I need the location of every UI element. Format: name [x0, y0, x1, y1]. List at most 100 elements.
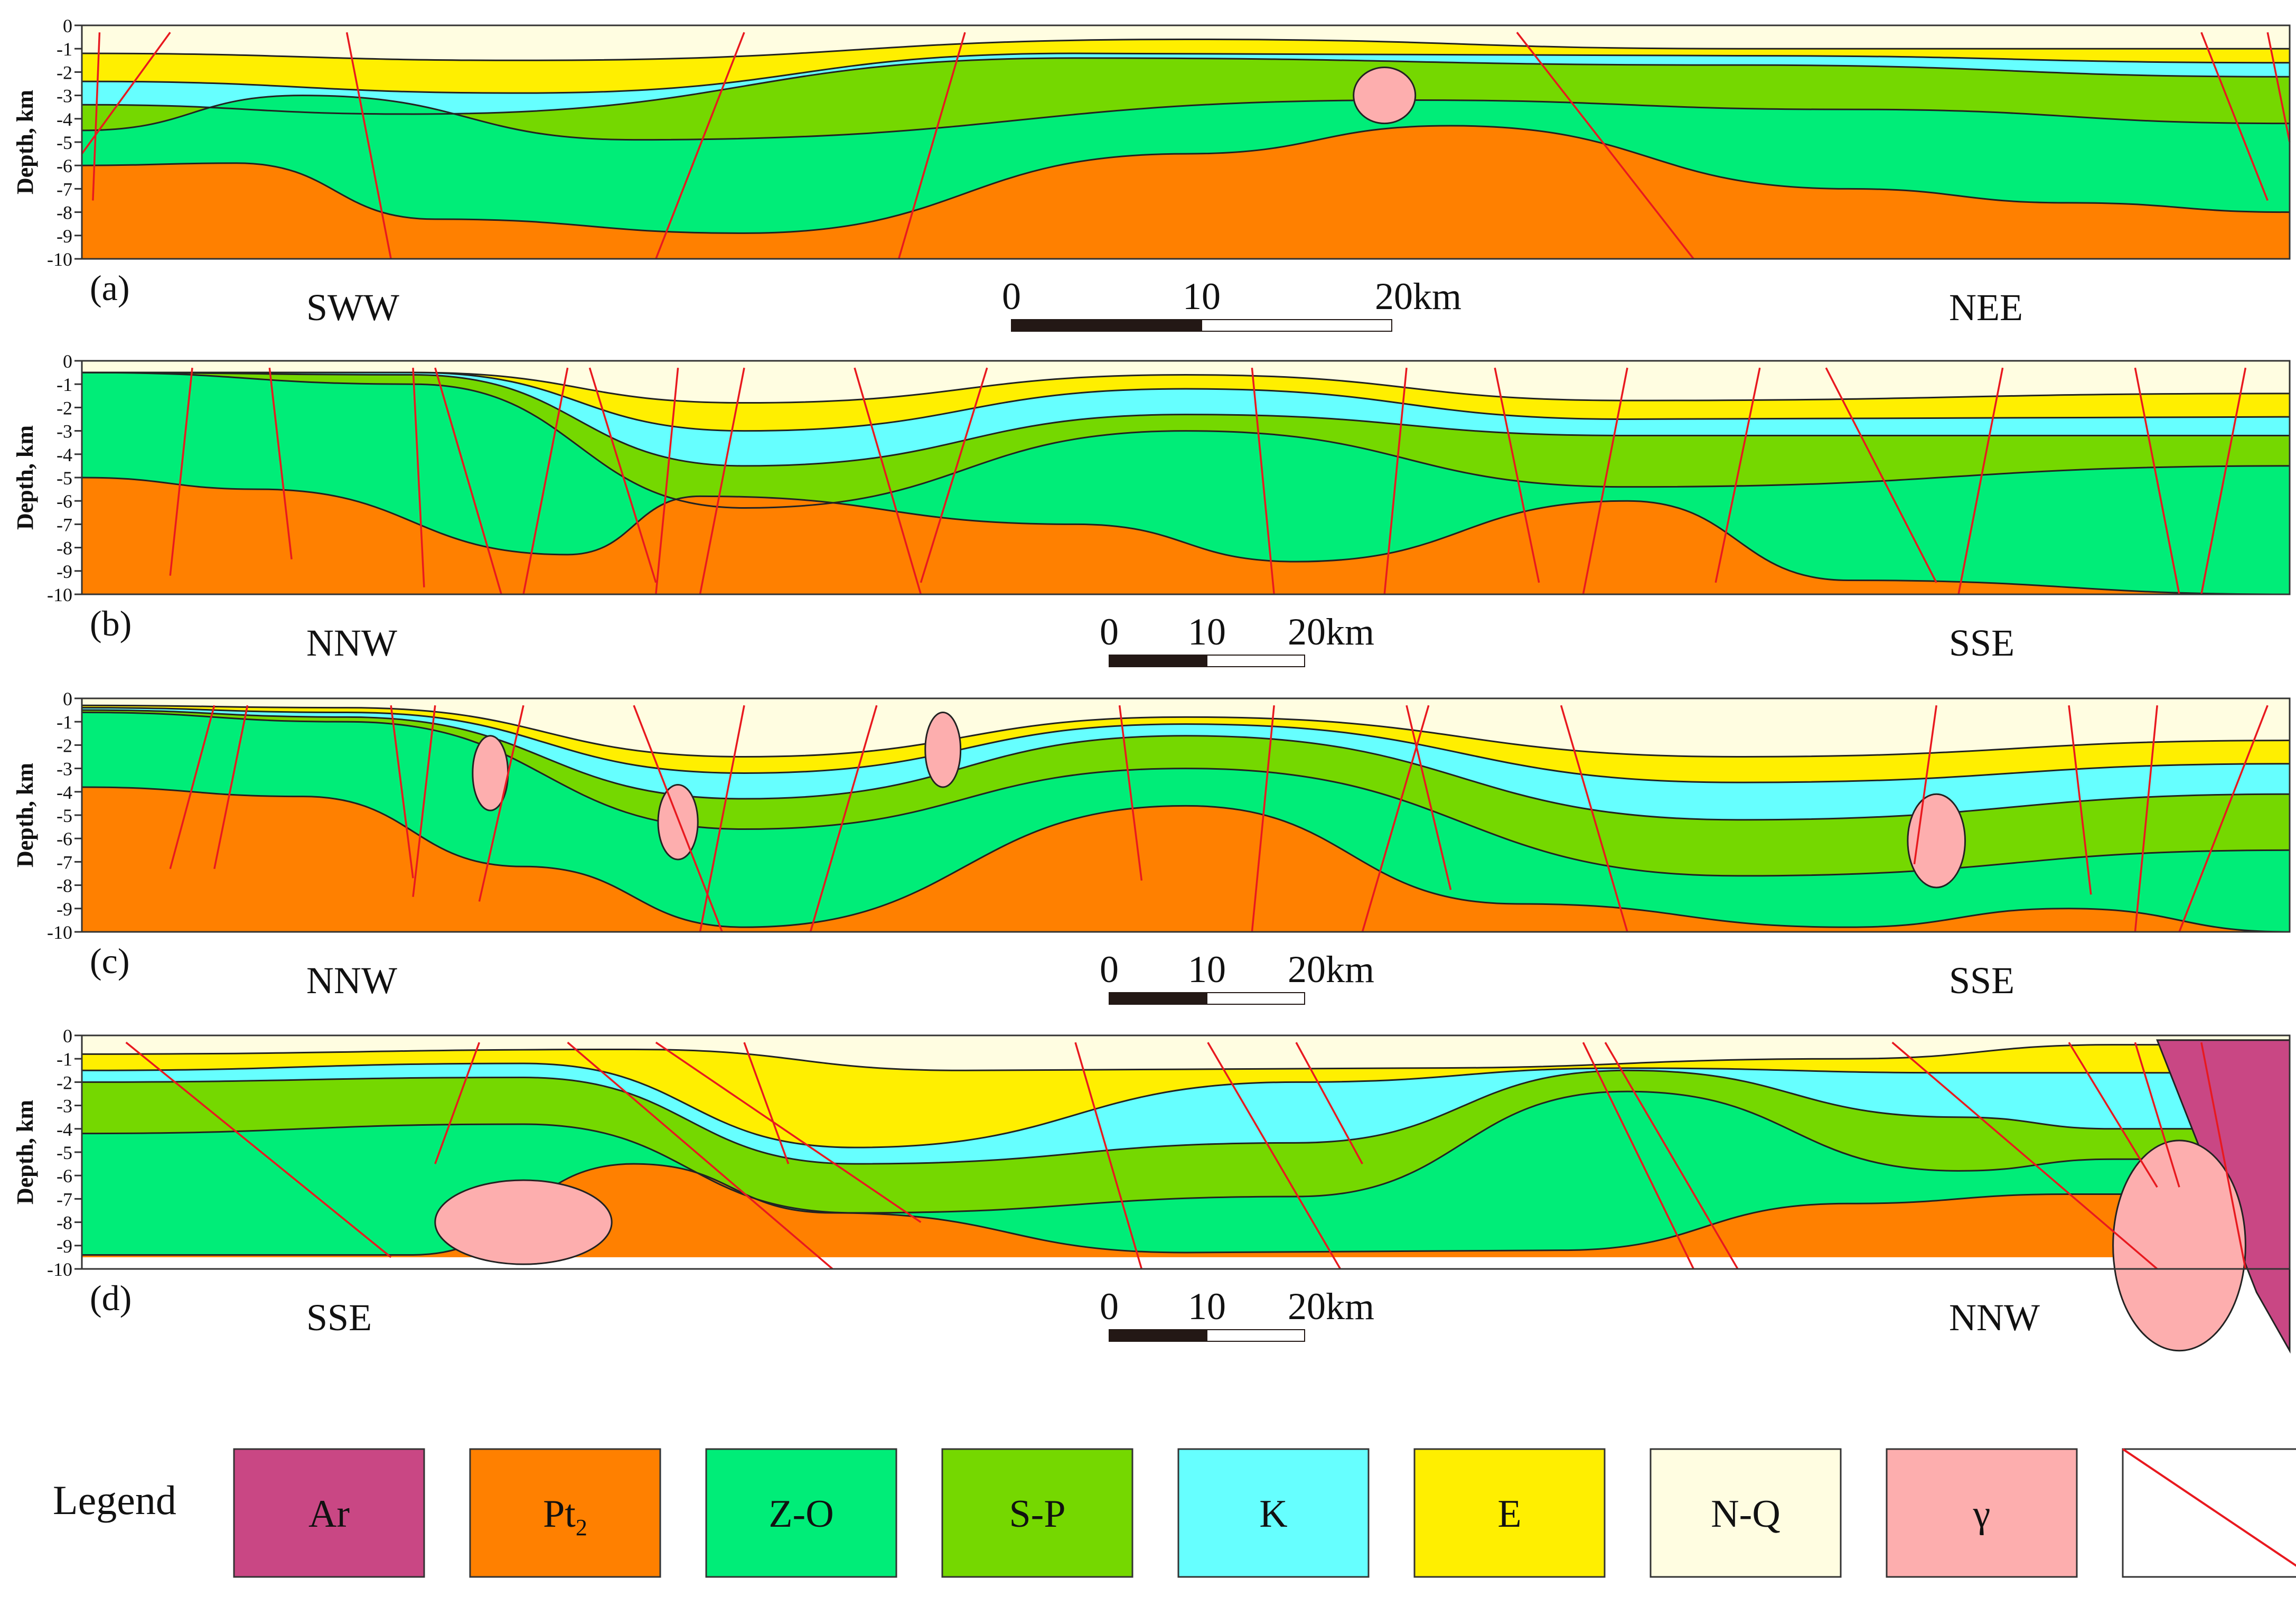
- legend-item-ar: Ar: [233, 1448, 425, 1578]
- layer-boundary: [81, 39, 2290, 61]
- fault-line: [743, 1042, 790, 1164]
- y-tick-label: -4: [57, 109, 72, 130]
- fault-line: [1891, 1041, 2158, 1270]
- y-tick-label: -5: [57, 468, 72, 489]
- y-tick-label: -3: [57, 759, 72, 780]
- fault-line: [434, 1042, 481, 1164]
- layer-boundary: [81, 709, 2290, 821]
- scale-label: 10: [1183, 275, 1221, 317]
- fault-line: [169, 368, 193, 576]
- fault-line: [2200, 32, 2269, 201]
- layer-k: [82, 53, 2290, 114]
- layer-n-q: [82, 25, 2290, 61]
- scale-bar-dark: [1109, 655, 1207, 667]
- y-tick-label: -8: [57, 538, 72, 559]
- legend-swatch: [1650, 1448, 1842, 1578]
- fault-line: [2178, 705, 2269, 932]
- y-tick-label: -2: [57, 1072, 72, 1093]
- legend-subscript: 2: [576, 1515, 587, 1540]
- fault-line: [2134, 1042, 2180, 1188]
- y-tick-label: -8: [57, 202, 72, 223]
- fault-line: [1714, 367, 1761, 583]
- y-tick-label: -8: [57, 1212, 72, 1234]
- fault-line: [2134, 367, 2180, 595]
- granite-intrusion: [2112, 1139, 2246, 1352]
- fault-line: [588, 367, 657, 583]
- legend-label: Z-O: [769, 1492, 833, 1536]
- fault-line: [897, 32, 966, 259]
- scale-label: 20km: [1375, 275, 1461, 317]
- scale-bar-dark: [1109, 992, 1207, 1005]
- layer-s-p: [82, 710, 2290, 876]
- fault-line: [434, 367, 502, 595]
- y-tick-label: -10: [47, 584, 72, 605]
- legend-label: γ: [1973, 1492, 1991, 1536]
- y-tick-label: -5: [57, 132, 72, 153]
- layer-z-o: [82, 95, 2290, 233]
- scale-label: 20km: [1288, 611, 1374, 653]
- panel-label: (c): [90, 941, 129, 981]
- y-axis-label: Depth, km: [12, 425, 38, 530]
- scale-bar-light: [1206, 655, 1305, 667]
- y-tick-label: -4: [57, 444, 72, 465]
- legend: Legend Ar Pt2 Z-O S-P K E N-Q γ: [53, 1448, 2296, 1578]
- direction-right: NEE: [1949, 286, 2023, 329]
- scale-label: 10: [1188, 948, 1226, 991]
- layer-boundary: [81, 712, 2290, 877]
- granite-intrusion: [1907, 793, 1966, 889]
- y-tick-label: 0: [63, 15, 72, 36]
- fault-line: [412, 705, 436, 897]
- fault-line: [2200, 1042, 2247, 1269]
- fault-line: [412, 368, 425, 587]
- fault-line: [1582, 1042, 1694, 1269]
- y-tick-label: -2: [57, 397, 72, 418]
- y-tick-label: -2: [57, 62, 72, 83]
- layer-boundary: [81, 707, 2290, 783]
- legend-swatch: [1413, 1448, 1606, 1578]
- panel-label: (a): [90, 268, 129, 308]
- fault-line: [920, 367, 988, 583]
- fault-symbol: [2122, 1448, 2296, 1567]
- legend-swatch: [1177, 1448, 1370, 1578]
- fault-line: [478, 705, 524, 902]
- fault-line: [1913, 705, 1937, 865]
- granite-intrusion: [657, 784, 699, 861]
- legend-swatch: [1886, 1448, 2078, 1578]
- layer-z-o: [82, 1091, 2290, 1255]
- y-tick-label: -7: [57, 1189, 72, 1210]
- y-tick-label: -1: [57, 1049, 72, 1070]
- y-tick-label: -9: [57, 1236, 72, 1257]
- fault-line: [809, 705, 878, 932]
- layer-boundary: [81, 1044, 2290, 1071]
- y-tick-label: -5: [57, 1142, 72, 1163]
- layer-pt2: [82, 126, 2290, 259]
- legend-label: K: [1259, 1492, 1287, 1536]
- legend-label: S-P: [1009, 1492, 1066, 1536]
- direction-right: SSE: [1949, 622, 2014, 664]
- y-tick-label: -3: [57, 86, 72, 107]
- fault-line: [655, 32, 745, 259]
- fault-line: [854, 367, 922, 595]
- direction-left: NNW: [306, 959, 397, 1002]
- layer-boundary: [81, 1069, 2290, 1165]
- legend-swatch: [2122, 1448, 2296, 1578]
- fault-line: [699, 705, 745, 932]
- layer-s-p: [82, 1070, 2290, 1213]
- layer-e: [82, 1044, 2290, 1148]
- y-tick-label: -3: [57, 421, 72, 442]
- y-tick-label: -1: [57, 39, 72, 60]
- layer-n-q: [82, 698, 2290, 757]
- y-tick-label: -10: [47, 249, 72, 270]
- layer-s-p: [82, 58, 2290, 140]
- layer-boundary: [81, 52, 2290, 94]
- legend-item-s-p: S-P: [941, 1448, 1133, 1578]
- fault-line: [2068, 1042, 2158, 1188]
- y-tick-label: -5: [57, 805, 72, 826]
- layer-e: [82, 372, 2290, 431]
- fault-line: [125, 1041, 392, 1258]
- fault-line: [169, 705, 215, 870]
- fault-line: [1251, 368, 1275, 595]
- legend-item-gamma: γ: [1886, 1448, 2078, 1578]
